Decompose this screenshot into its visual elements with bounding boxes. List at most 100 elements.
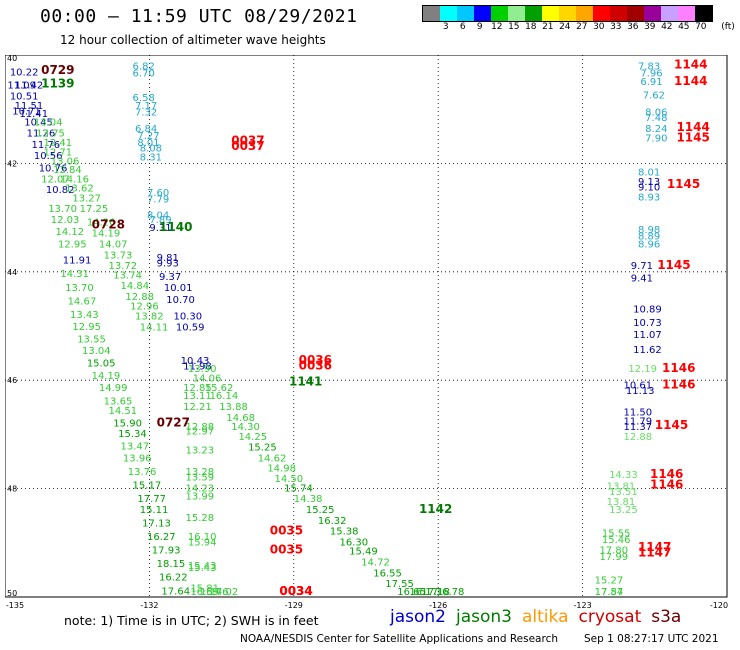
wave-height-label: 11.13 — [626, 386, 655, 397]
colorbar-label: 21 — [542, 22, 554, 32]
legend-jason2: jason2 — [390, 607, 446, 627]
wave-height-label: 11.51 — [15, 101, 44, 112]
pass-time-label: 0036 — [299, 353, 332, 367]
y-tick-label: 40 — [7, 55, 17, 63]
pass-time-label: 0037 — [231, 139, 264, 153]
pass-time-label: 1147 — [638, 540, 671, 554]
wave-height-label: 15.94 — [188, 538, 217, 549]
pass-time-label: 0037 — [231, 133, 264, 147]
wave-height-label: 10.30 — [173, 311, 202, 322]
pass-time-label: 1145 — [676, 131, 709, 145]
wave-height-label: 17.54 — [595, 587, 624, 598]
wave-height-label: 8.04 — [147, 211, 169, 222]
wave-height-label: 7.62 — [643, 90, 665, 101]
wave-height-label: 14.99 — [99, 383, 128, 394]
colorbar-label: 12 — [491, 22, 503, 32]
wave-height-label: 7.79 — [147, 194, 169, 205]
pass-time-label: 1146 — [650, 467, 683, 481]
pass-time-label: 1145 — [655, 418, 688, 432]
wave-height-label: 16.14 — [210, 391, 239, 402]
wave-height-label: 13.76 — [128, 467, 157, 478]
wave-height-label: 10.89 — [633, 304, 662, 315]
wave-height-label: 16.59 — [190, 587, 219, 598]
wave-height-label: 16.46 — [200, 587, 229, 598]
wave-height-label: 7.83 — [638, 62, 660, 73]
colorbar-label: 45 — [678, 22, 690, 32]
pass-time-label: 1146 — [662, 361, 695, 375]
wave-height-label: 10.45 — [24, 117, 53, 128]
wave-height-label: 13.81 — [607, 497, 636, 508]
pass-time-label: 1140 — [159, 220, 192, 234]
wave-height-label: 6.84 — [135, 124, 157, 135]
wave-height-label: 8.93 — [638, 192, 660, 203]
wave-height-label: 15.38 — [330, 527, 359, 538]
wave-height-label: 7.90 — [645, 134, 667, 145]
pass-time-label: 1144 — [676, 120, 709, 134]
wave-height-label: 6.91 — [640, 77, 662, 88]
wave-height-label: 16.55 — [373, 568, 402, 579]
wave-height-label: 14.23 — [186, 483, 215, 494]
wave-height-label: 11.98 — [183, 361, 212, 372]
wave-height-label: 17.87 — [595, 587, 624, 598]
footnote: note: 1) Time is in UTC; 2) SWH is in fe… — [64, 613, 319, 628]
wave-height-label: 15.62 — [205, 383, 234, 394]
wave-height-label: 7.96 — [640, 69, 662, 80]
wave-height-label: 17.55 — [385, 579, 414, 590]
colorbar-swatch — [559, 6, 576, 21]
wave-height-label: 10.61 — [624, 380, 653, 391]
wave-height-label: 16.10 — [188, 532, 217, 543]
wave-height-label: 12.19 — [628, 364, 657, 375]
wave-height-label: 15.81 — [190, 584, 219, 595]
colorbar-label: 33 — [610, 22, 622, 32]
wave-height-label: 15.27 — [595, 575, 624, 586]
wave-height-label: 13.43 — [70, 310, 99, 321]
colorbar-swatch — [678, 6, 695, 21]
y-tick-label: 42 — [7, 159, 17, 168]
wave-height-label: 16.65 — [397, 587, 426, 598]
colorbar-label: (ft) — [721, 22, 735, 32]
y-tick-label: 46 — [7, 376, 17, 385]
wave-height-label: 17.77 — [137, 494, 166, 505]
colorbar-swatch — [474, 6, 491, 21]
pass-time-label: 1142 — [419, 502, 452, 516]
wave-height-label: 10.56 — [34, 151, 63, 162]
wave-height-label: 17.13 — [142, 519, 171, 530]
wave-height-label: 14.38 — [294, 494, 323, 505]
wave-height-label: 13.28 — [186, 467, 215, 478]
wave-height-label: 8.98 — [638, 225, 660, 236]
wave-height-label: 13.23 — [186, 445, 215, 456]
wave-height-label: 13.27 — [72, 193, 101, 204]
wave-height-label: 14.50 — [275, 474, 304, 485]
legend-cryosat: cryosat — [578, 607, 642, 627]
colorbar-label: 24 — [559, 22, 571, 32]
wave-height-label: 13.06 — [51, 156, 80, 167]
pass-time-label: 0728 — [92, 217, 125, 231]
x-tick-label: -132 — [140, 601, 158, 610]
wave-height-label: 13.04 — [34, 117, 63, 128]
wave-height-label: 12.88 — [624, 432, 653, 443]
wave-height-label: 13.11 — [183, 391, 212, 402]
colorbar-swatch — [508, 6, 525, 21]
map-frame — [5, 55, 728, 598]
colorbar-swatch — [644, 6, 661, 21]
colorbar-label: 70 — [695, 22, 707, 32]
wave-height-label: 17.99 — [599, 552, 628, 563]
colorbar-label: 9 — [476, 22, 483, 32]
wave-height-label: 13.04 — [82, 346, 111, 357]
wave-height-label: 15.46 — [602, 535, 631, 546]
wave-height-label: 8.96 — [638, 239, 660, 250]
colorbar-labels: 3 6 9 12 15 18 21 24 27 30 33 36 39 42 45 70 (ft) — [422, 22, 736, 34]
colorbar-label: 27 — [576, 22, 588, 32]
wave-height-label: 11.37 — [624, 422, 653, 433]
wave-height-label: 8.06 — [645, 108, 667, 119]
pass-time-label: 1146 — [662, 377, 695, 391]
pass-time-label: 0727 — [157, 415, 190, 429]
x-tick-label: -120 — [710, 601, 728, 610]
wave-height-label: 14.72 — [361, 558, 390, 569]
wave-height-label: 15.11 — [140, 505, 169, 516]
colorbar-swatch — [576, 6, 593, 21]
wave-height-label: 11.62 — [633, 345, 662, 356]
wave-height-label: 14.51 — [108, 406, 137, 417]
wave-height-label: 16.17 — [409, 587, 438, 598]
wave-height-label: 9.10 — [638, 183, 660, 194]
